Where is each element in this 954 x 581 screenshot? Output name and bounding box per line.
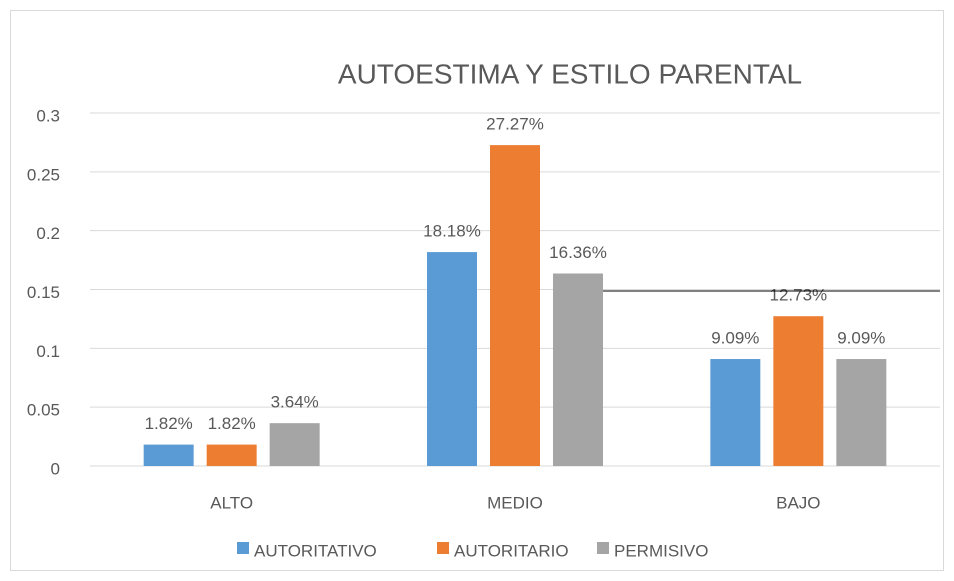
y-tick-label: 0 [51,459,60,478]
bar [553,273,603,466]
data-label: 9.09% [837,329,885,348]
data-label: 1.82% [208,414,256,433]
data-label: 18.18% [423,222,481,241]
y-tick-label: 0.2 [36,224,60,243]
bar [206,444,257,466]
x-tick-label: BAJO [776,493,820,512]
data-label: 27.27% [486,115,544,134]
legend-label: PERMISIVO [614,541,708,560]
legend-swatch [437,542,449,554]
data-label: 1.82% [145,414,193,433]
data-label: 9.09% [711,329,759,348]
legend-swatch [597,542,609,554]
data-label: 3.64% [271,393,319,412]
legend-label: AUTORITATIVO [254,541,377,560]
data-label: 12.73% [769,286,827,305]
bar [427,252,477,466]
bar [143,444,194,466]
x-tick-label: MEDIO [487,493,543,512]
y-tick-label: 0.15 [27,283,60,302]
bar [710,359,761,466]
y-tick-label: 0.3 [36,106,60,125]
x-tick-label: ALTO [210,493,253,512]
data-label: 16.36% [549,243,607,262]
y-tick-label: 0.25 [27,165,60,184]
legend-swatch [237,542,249,554]
legend-label: AUTORITARIO [454,541,569,560]
bar [836,359,887,466]
bar [490,145,540,467]
bar [269,423,320,466]
bar [773,316,824,466]
y-tick-label: 0.1 [36,342,60,361]
y-tick-label: 0.05 [27,401,60,420]
chart-title: AUTOESTIMA Y ESTILO PARENTAL [338,58,802,89]
